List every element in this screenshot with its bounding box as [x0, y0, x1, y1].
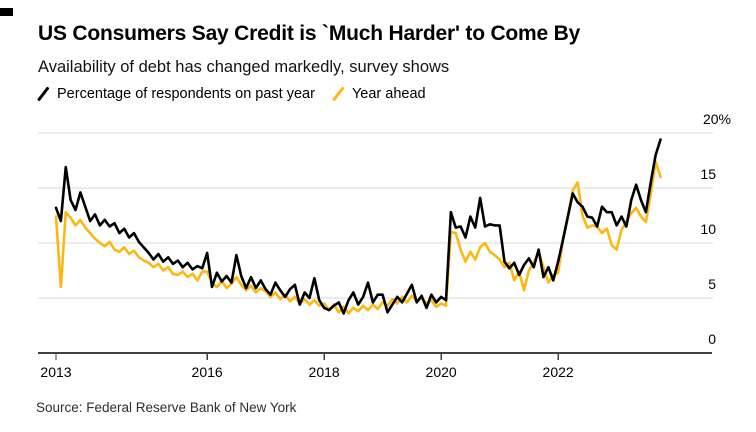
x-tick-label: 2013	[40, 364, 71, 380]
brand-mark	[0, 8, 13, 16]
y-tick-label: 5	[708, 276, 716, 292]
chart-title: US Consumers Say Credit is `Much Harder'…	[38, 22, 581, 45]
chart-subtitle: Availability of debt has changed markedl…	[38, 58, 450, 76]
y-tick-label: 0	[708, 331, 716, 347]
legend-item-year-ahead: Year ahead	[331, 86, 426, 102]
legend-label-year-ahead: Year ahead	[351, 86, 426, 102]
legend: Percentage of respondents on past year Y…	[36, 86, 426, 102]
series-year-ahead-line	[54, 160, 662, 315]
black-slash-icon	[37, 87, 49, 101]
y-tick-label: 20%	[703, 111, 731, 127]
source-note: Source: Federal Reserve Bank of New York	[36, 400, 297, 415]
legend-label-past-year: Percentage of respondents on past year	[57, 86, 315, 102]
series-past-year-line	[54, 138, 662, 315]
x-tick-label: 2022	[543, 364, 574, 380]
x-tick-label: 2020	[426, 364, 457, 380]
x-tick-label: 2016	[192, 364, 223, 380]
legend-item-past-year: Percentage of respondents on past year	[36, 86, 315, 102]
x-tick-label: 2018	[309, 364, 340, 380]
y-tick-label: 15	[700, 166, 716, 182]
y-tick-label: 10	[700, 221, 716, 237]
yellow-slash-icon	[332, 87, 344, 101]
